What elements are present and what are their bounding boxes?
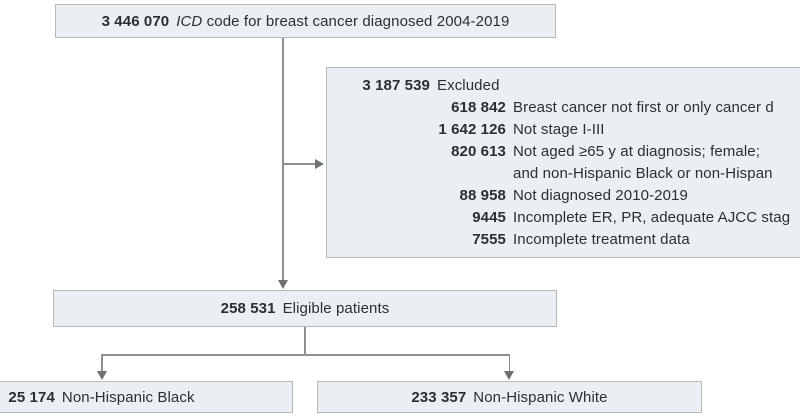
- arrowhead-right-icon: [315, 159, 324, 169]
- count-value: 7555: [472, 231, 506, 248]
- flow-box-non-hispanic-white: 233 357 Non-Hispanic White: [317, 381, 702, 413]
- box-label: Eligible patients: [282, 300, 390, 317]
- count-value: 3 187 539: [362, 77, 430, 94]
- connector-branch-horizontal: [101, 354, 510, 356]
- exclusion-row: 1 642 126 Not stage I-III: [327, 119, 800, 141]
- exclusion-row: 820 613 Not aged ≥65 y at diagnosis; fema…: [327, 141, 800, 163]
- exclusion-row: 618 842 Breast cancer not first or only c…: [327, 97, 800, 119]
- reason-label: Incomplete treatment data: [513, 231, 690, 248]
- exclusion-row-continuation: and non-Hispanic Black or non-Hispan: [327, 163, 800, 185]
- count-value: 820 613: [451, 143, 506, 160]
- connector-left-vertical: [101, 354, 103, 372]
- exclusion-row: 9445 Incomplete ER, PR, adequate AJCC sta…: [327, 207, 800, 229]
- arrowhead-down-icon: [278, 280, 288, 289]
- connector-stub-vertical: [304, 327, 306, 355]
- reason-label: Not diagnosed 2010-2019: [513, 187, 688, 204]
- flow-box-excluded: 3 187 539 Excluded 618 842 Breast cancer n…: [326, 67, 800, 258]
- arrowhead-down-icon: [97, 371, 107, 380]
- connector-right-vertical: [508, 354, 510, 372]
- count-value: 88 958: [459, 187, 506, 204]
- flow-box-icd-cohort: 3 446 070 ICD code for breast cancer diag…: [55, 4, 556, 38]
- flow-box-non-hispanic-black: 25 174 Non-Hispanic Black: [0, 381, 293, 413]
- icd-italic-label: ICD: [176, 12, 203, 30]
- exclusion-row: 88 958 Not diagnosed 2010-2019: [327, 185, 800, 207]
- excluded-label: Excluded: [437, 77, 500, 94]
- exclusion-row: 7555 Incomplete treatment data: [327, 229, 800, 251]
- count-value: 233 357: [411, 388, 467, 406]
- reason-label: Breast cancer not first or only cancer d: [513, 99, 774, 116]
- count-value: 1 642 126: [438, 121, 506, 138]
- reason-label: Incomplete ER, PR, adequate AJCC stag: [513, 209, 791, 226]
- count-value: 25 174: [8, 388, 55, 406]
- reason-label: Not stage I-III: [513, 121, 605, 138]
- count-value: 9445: [472, 209, 506, 226]
- exclusion-header-row: 3 187 539 Excluded: [327, 75, 800, 97]
- reason-label-line2: and non-Hispanic Black or non-Hispan: [513, 165, 773, 182]
- count-value: 3 446 070: [101, 12, 170, 30]
- flow-box-eligible: 258 531 Eligible patients: [53, 290, 557, 327]
- connector-branch-excluded: [282, 163, 315, 165]
- box-label: Non-Hispanic Black: [61, 388, 195, 406]
- connector-vertical-main: [282, 38, 284, 281]
- reason-label: Not aged ≥65 y at diagnosis; female;: [513, 143, 760, 160]
- box-label: code for breast cancer diagnosed 2004-20…: [206, 12, 510, 30]
- count-value: 258 531: [220, 300, 276, 317]
- count-value: 618 842: [451, 99, 506, 116]
- arrowhead-down-icon: [504, 371, 514, 380]
- box-label: Non-Hispanic White: [473, 388, 608, 406]
